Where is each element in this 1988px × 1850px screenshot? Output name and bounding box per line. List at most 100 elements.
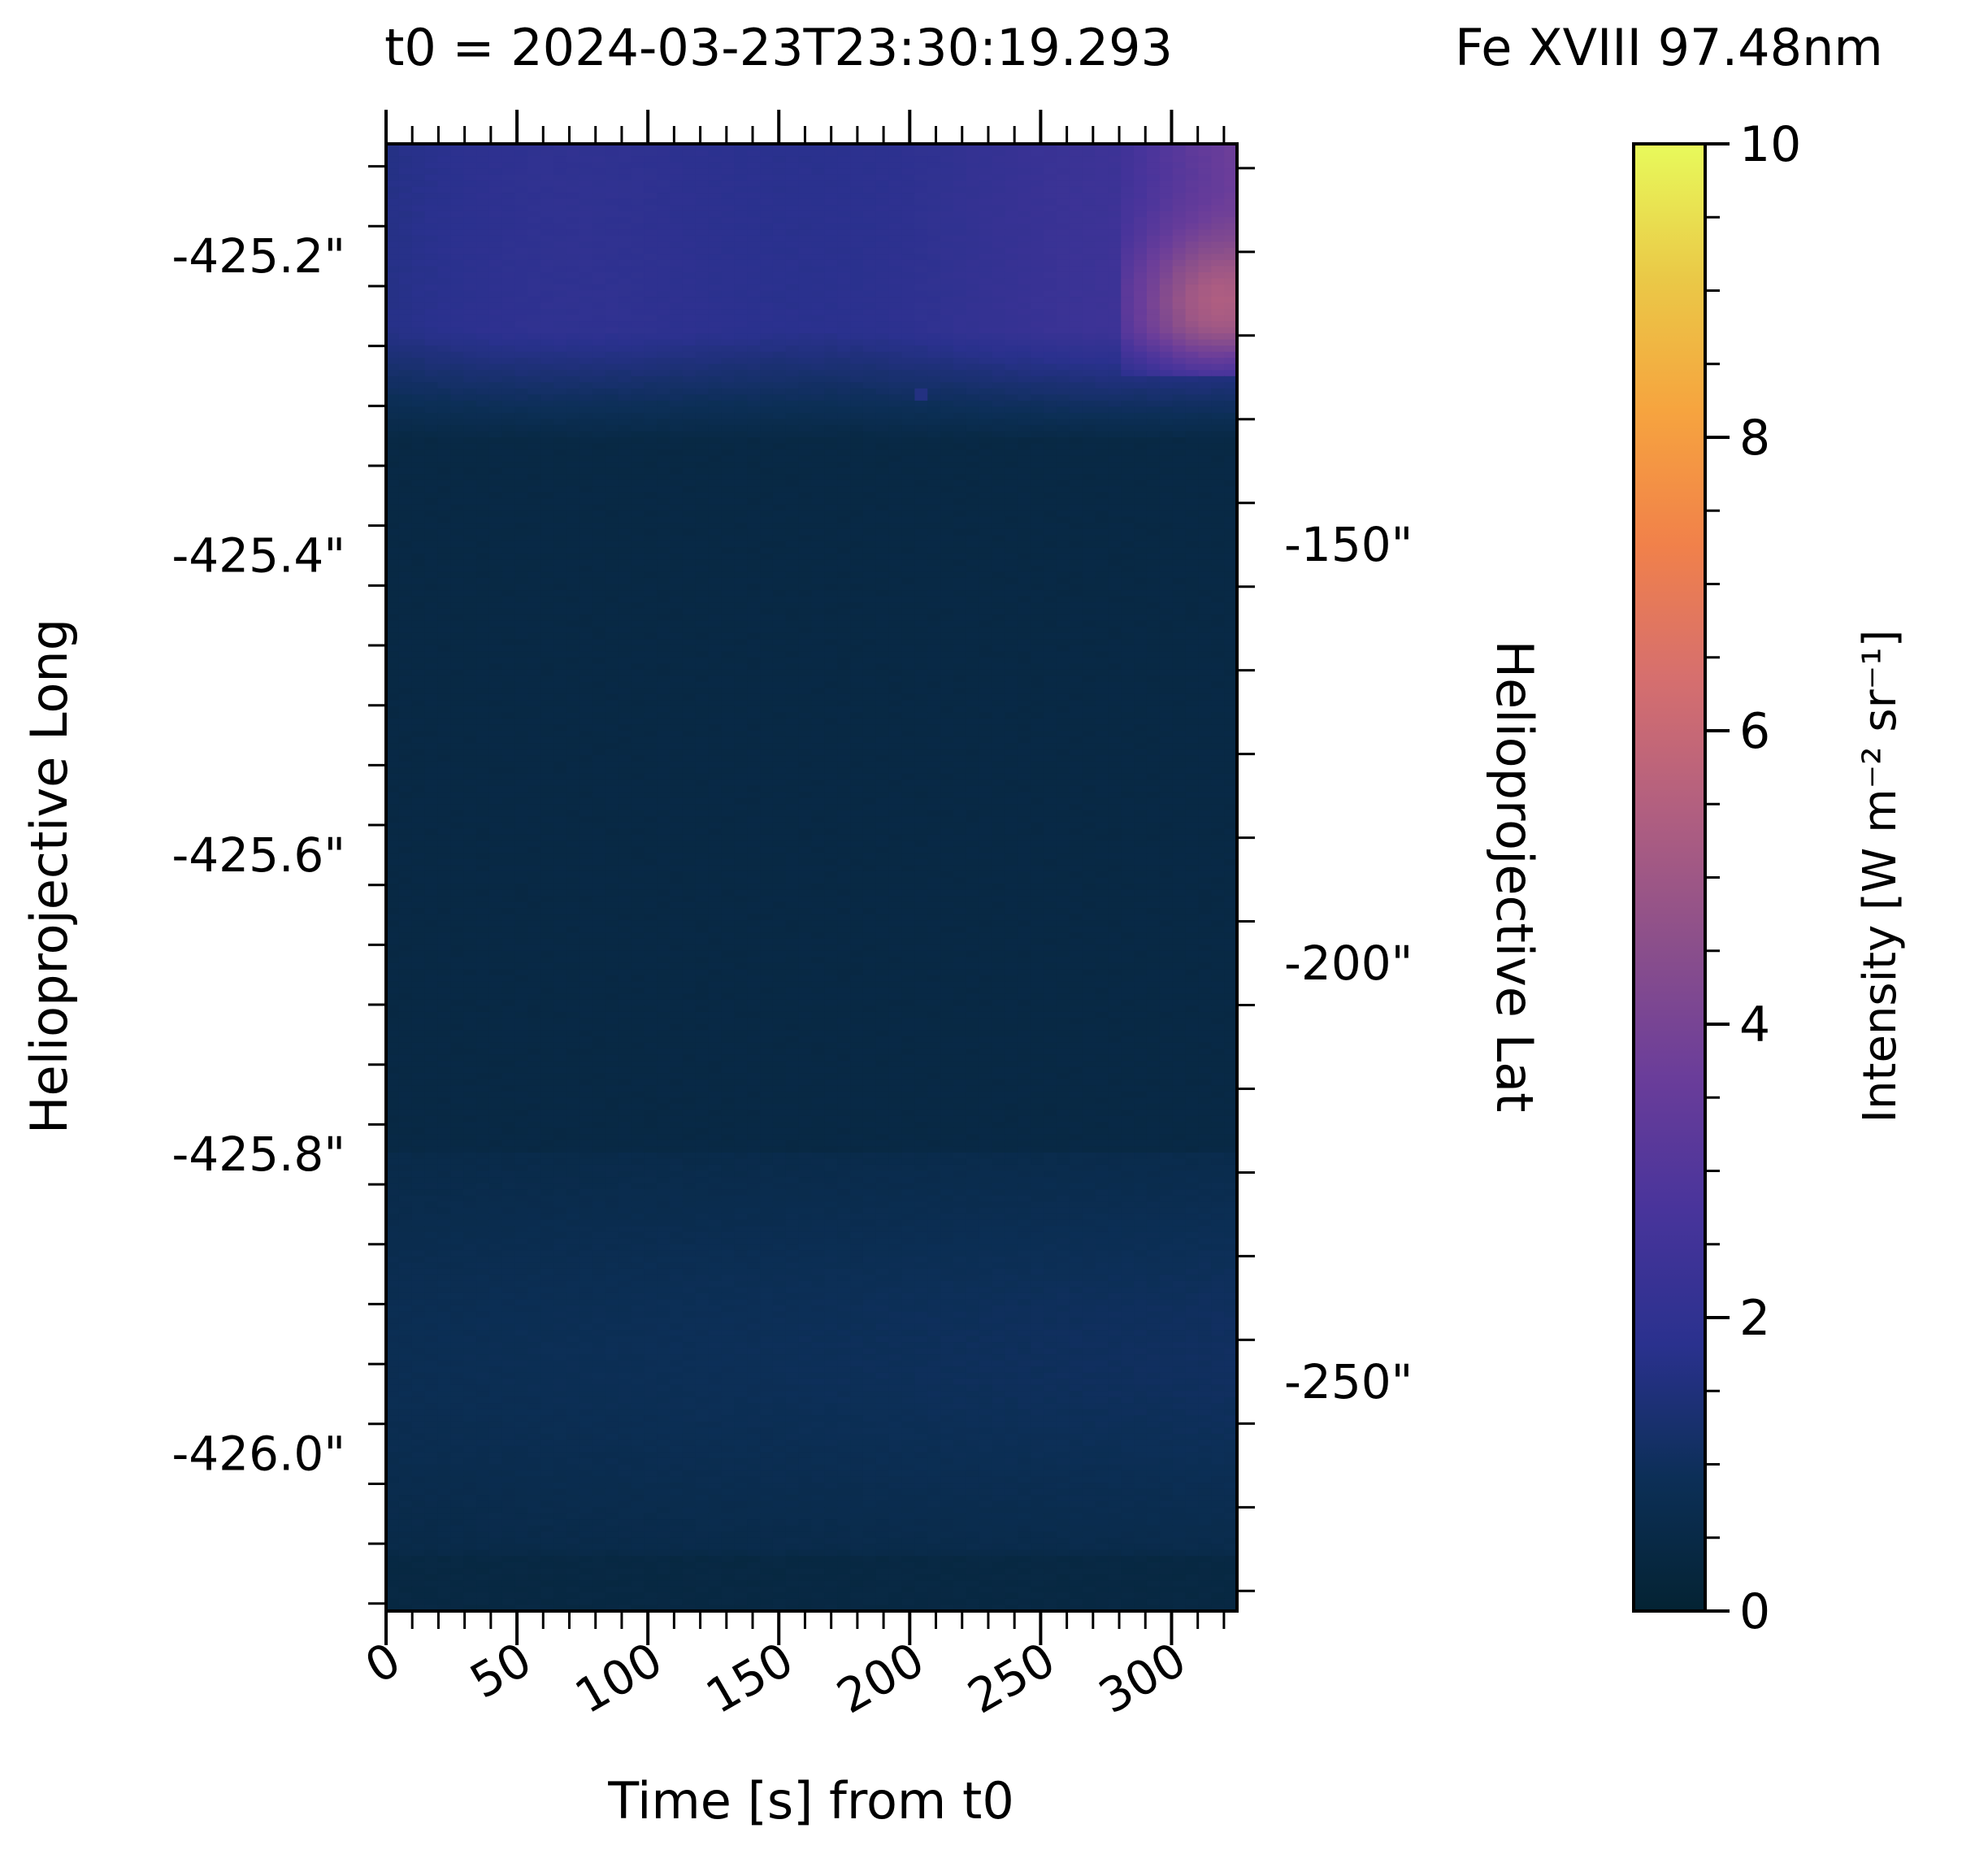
heatmap-cell <box>605 162 619 169</box>
heatmap-cell <box>579 315 593 322</box>
heatmap-cell <box>772 211 787 218</box>
heatmap-cell <box>514 363 529 371</box>
heatmap-cell <box>708 339 723 346</box>
heatmap-cell <box>1056 144 1070 151</box>
heatmap-cell <box>1134 492 1148 499</box>
heatmap-cell <box>1172 449 1187 457</box>
heatmap-cell <box>657 241 671 249</box>
heatmap-cell <box>501 247 516 254</box>
heatmap-cell <box>811 162 825 169</box>
heatmap-cell <box>992 376 1006 383</box>
heatmap-cell <box>966 211 980 218</box>
heatmap-cell <box>992 388 1006 395</box>
heatmap-cell <box>798 259 813 267</box>
heatmap-cell <box>708 449 723 457</box>
heatmap-cell <box>592 162 606 169</box>
heatmap-cell <box>631 345 645 353</box>
heatmap-cell <box>747 455 761 462</box>
heatmap-cell <box>501 290 516 297</box>
heatmap-cell <box>953 144 967 151</box>
heatmap-cell <box>888 351 903 358</box>
heatmap-cell <box>592 394 606 402</box>
heatmap-cell <box>708 571 723 579</box>
heatmap-cell <box>1121 516 1135 523</box>
heatmap-cell <box>618 327 632 334</box>
heatmap-cell <box>966 577 980 585</box>
heatmap-cell <box>424 290 439 297</box>
heatmap-cell <box>553 528 567 536</box>
heatmap-cell <box>566 382 580 389</box>
heatmap-cell <box>927 394 941 402</box>
heatmap-cell <box>553 462 567 469</box>
heatmap-cell <box>811 571 825 579</box>
heatmap-cell <box>927 565 941 573</box>
heatmap-cell <box>1082 315 1096 322</box>
heatmap-cell <box>979 394 993 402</box>
heatmap-cell <box>1018 235 1031 242</box>
heatmap-cell <box>875 400 890 407</box>
heatmap-cell <box>682 424 697 432</box>
heatmap-cell <box>1185 278 1200 285</box>
heatmap-cell <box>1185 474 1200 481</box>
heatmap-cell <box>1069 174 1083 181</box>
heatmap-cell <box>875 424 890 432</box>
heatmap-cell <box>1031 309 1044 316</box>
heatmap-cell <box>553 150 567 157</box>
heatmap-cell <box>424 523 439 530</box>
heatmap-cell <box>437 302 451 310</box>
heatmap-cell <box>579 382 593 389</box>
heatmap-cell <box>798 162 813 169</box>
heatmap-cell <box>785 259 800 267</box>
heatmap-cell <box>579 297 593 304</box>
heatmap-cell <box>411 358 426 365</box>
heatmap-cell <box>927 363 941 371</box>
heatmap-cell <box>424 266 439 273</box>
heatmap-cell <box>747 406 761 414</box>
heatmap-cell <box>398 584 413 591</box>
heatmap-cell <box>566 284 580 292</box>
heatmap-cell <box>644 363 658 371</box>
heatmap-cell <box>837 516 851 523</box>
heatmap-cell <box>875 419 890 426</box>
heatmap-cell <box>888 492 903 499</box>
heatmap-cell <box>579 186 593 193</box>
heatmap-cell <box>747 388 761 395</box>
heatmap-cell <box>888 388 903 395</box>
heatmap-cell <box>670 309 684 316</box>
heatmap-cell <box>605 535 619 542</box>
heatmap-cell <box>953 412 967 420</box>
heatmap-cell <box>1056 241 1070 249</box>
heatmap-cell <box>837 394 851 402</box>
heatmap-cell <box>1121 345 1135 353</box>
heatmap-cell <box>1134 223 1148 230</box>
heatmap-cell <box>682 571 697 579</box>
heatmap-cell <box>437 462 451 469</box>
heatmap-cell <box>437 229 451 237</box>
heatmap-cell <box>837 559 851 567</box>
heatmap-cell <box>411 492 426 499</box>
heatmap-cell <box>1121 419 1135 426</box>
heatmap-cell <box>386 498 400 506</box>
heatmap-cell <box>695 198 710 206</box>
heatmap-cell <box>940 321 954 328</box>
heatmap-cell <box>398 370 413 377</box>
heatmap-cell <box>682 351 697 358</box>
heatmap-cell <box>631 370 645 377</box>
heatmap-cell <box>437 584 451 591</box>
heatmap-cell <box>463 150 477 157</box>
heatmap-cell <box>837 584 851 591</box>
heatmap-cell <box>979 180 993 188</box>
heatmap-cell <box>437 144 451 151</box>
heatmap-cell <box>1018 547 1031 554</box>
heatmap-cell <box>514 559 529 567</box>
heatmap-cell <box>682 223 697 230</box>
heatmap-cell <box>850 278 864 285</box>
heatmap-cell <box>476 156 490 163</box>
heatmap-cell <box>811 535 825 542</box>
heatmap-cell <box>631 480 645 487</box>
heatmap-cell <box>1018 144 1031 151</box>
heatmap-cell <box>631 400 645 407</box>
heatmap-cell <box>553 400 567 407</box>
heatmap-cell <box>875 290 890 297</box>
heatmap-cell <box>992 547 1006 554</box>
